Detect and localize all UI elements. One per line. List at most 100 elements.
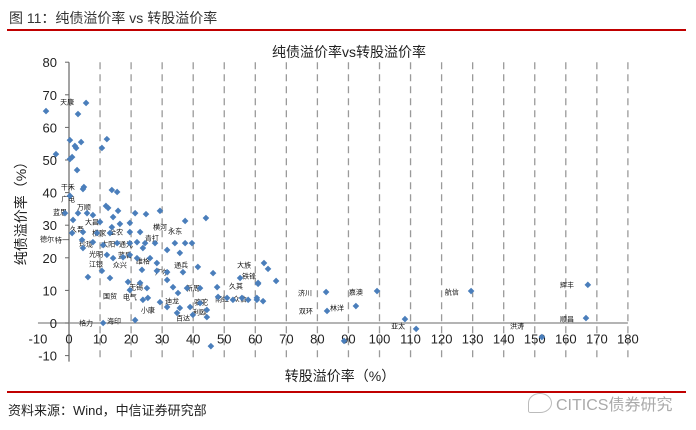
data-point xyxy=(126,219,134,227)
data-point xyxy=(209,269,217,277)
data-point xyxy=(146,254,154,262)
data-point xyxy=(538,333,546,341)
chart-title: 纯债溢价率vs转股溢价率 xyxy=(272,44,426,60)
y-tick-label: -10 xyxy=(38,349,57,364)
data-point xyxy=(61,209,69,217)
data-point xyxy=(213,283,221,291)
data-point xyxy=(171,239,179,247)
data-point xyxy=(103,135,111,143)
y-tick-label: 80 xyxy=(43,55,57,70)
data-point xyxy=(89,238,97,246)
x-tick-label: 10 xyxy=(93,331,107,346)
point-label: 蓝盾 xyxy=(118,250,132,259)
x-tick-label: -10 xyxy=(29,331,48,346)
point-label: 利欧 xyxy=(193,307,207,316)
x-tick-label: 60 xyxy=(248,331,262,346)
data-point xyxy=(109,254,117,262)
data-point xyxy=(179,268,187,276)
y-tick-label: 20 xyxy=(43,251,57,266)
data-point xyxy=(126,239,134,247)
data-point xyxy=(322,288,330,296)
x-tick-label: 50 xyxy=(217,331,231,346)
data-point xyxy=(66,155,74,163)
data-point xyxy=(144,294,152,302)
point-label: 全农 xyxy=(109,228,123,237)
x-tick-label: 110 xyxy=(400,331,421,346)
figure-title: 图 11：纯债溢价率 vs 转股溢价率 xyxy=(9,10,218,26)
data-point xyxy=(113,188,121,196)
data-point xyxy=(136,279,144,287)
x-tick-label: 20 xyxy=(124,331,138,346)
data-point xyxy=(133,254,141,262)
point-label: 广尔 xyxy=(155,268,169,277)
data-point xyxy=(99,319,107,327)
point-label: 小康 xyxy=(141,305,155,314)
data-point xyxy=(124,278,132,286)
data-point xyxy=(131,316,139,324)
data-point xyxy=(196,299,204,307)
point-label: 无锡 xyxy=(129,283,143,292)
y-tick-label: 30 xyxy=(43,218,57,233)
data-point xyxy=(412,325,420,333)
point-label: 林洋 xyxy=(330,304,344,313)
data-point xyxy=(108,223,116,231)
point-label: 国贸 xyxy=(103,291,117,300)
point-label: 通光 xyxy=(119,240,133,249)
data-point xyxy=(93,229,101,237)
data-point xyxy=(74,110,82,118)
data-point xyxy=(181,217,189,225)
data-point xyxy=(142,210,150,218)
data-point xyxy=(42,107,50,115)
y-tick-label: 40 xyxy=(43,186,57,201)
data-point xyxy=(52,150,60,158)
y-tick-label: 60 xyxy=(43,120,57,135)
footer-divider xyxy=(7,391,686,393)
data-point xyxy=(151,239,159,247)
data-point xyxy=(259,297,267,305)
data-point xyxy=(104,204,112,212)
data-point xyxy=(72,144,80,152)
title-divider xyxy=(7,29,686,31)
data-point xyxy=(183,284,191,292)
data-point xyxy=(153,259,161,267)
data-point xyxy=(99,241,107,249)
x-tick-label: 30 xyxy=(155,331,169,346)
point-label: 久吾 xyxy=(70,225,84,234)
data-point xyxy=(181,239,189,247)
point-label: 大昌 xyxy=(85,217,99,226)
data-point xyxy=(138,266,146,274)
data-point xyxy=(156,207,164,215)
data-point xyxy=(126,251,134,259)
x-tick-label: 130 xyxy=(462,331,484,346)
x-tick-label: 160 xyxy=(555,331,577,346)
data-point xyxy=(98,144,106,152)
data-point xyxy=(119,253,127,261)
data-point xyxy=(373,287,381,295)
x-tick-label: 120 xyxy=(431,331,453,346)
point-label: 亚太 xyxy=(391,321,405,330)
data-point xyxy=(169,283,177,291)
data-point xyxy=(173,309,181,317)
data-point xyxy=(103,251,111,259)
x-tick-label: 0 xyxy=(65,331,72,346)
point-label: 久其 xyxy=(229,282,243,291)
data-point xyxy=(116,220,124,228)
data-point xyxy=(114,207,122,215)
data-point xyxy=(139,244,147,252)
data-point xyxy=(260,259,268,267)
x-tick-label: 140 xyxy=(493,331,515,346)
data-point xyxy=(203,306,211,314)
watermark-text: CITICS债券研究 xyxy=(556,397,673,414)
data-point xyxy=(401,315,409,323)
data-point xyxy=(236,274,244,282)
data-point xyxy=(214,293,222,301)
point-label: 洪涛 xyxy=(510,321,524,330)
data-point xyxy=(323,307,331,315)
data-point xyxy=(66,192,74,200)
x-tick-label: 170 xyxy=(586,331,608,346)
data-point xyxy=(223,294,231,302)
x-tick-label: 70 xyxy=(279,331,293,346)
data-point xyxy=(203,313,211,321)
point-label: 永东 xyxy=(168,227,182,236)
